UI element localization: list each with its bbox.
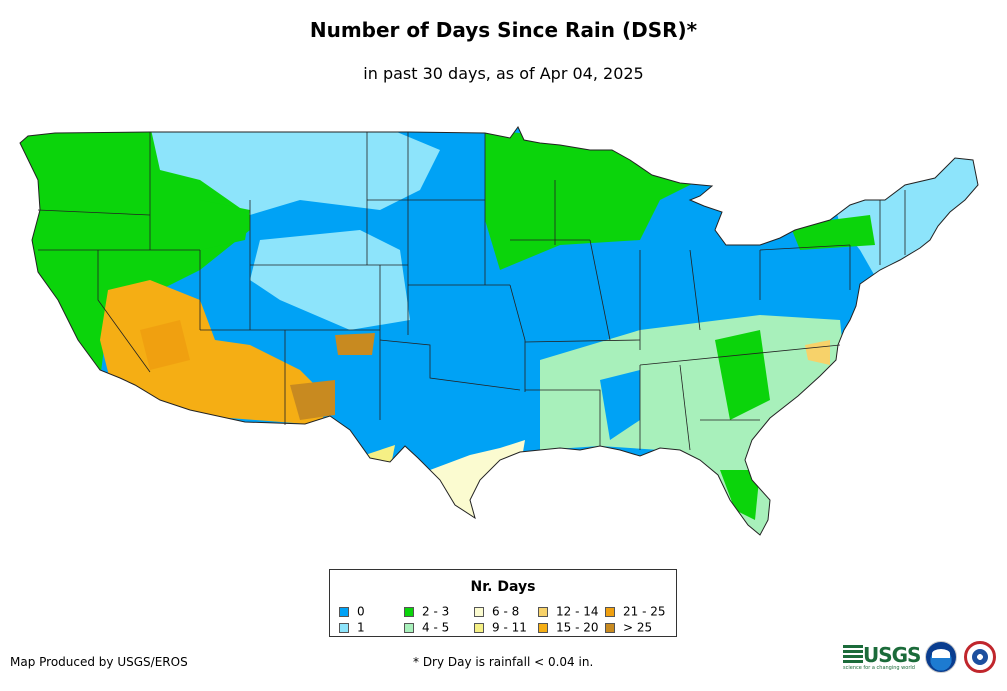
legend-swatch [404,606,414,617]
noaa-logo-icon [925,641,957,673]
legend-title: Nr. Days [470,579,536,595]
legend-item: 2 - 3 [404,605,449,618]
legend-item: 4 - 5 [404,621,449,634]
legend-swatch [339,622,349,633]
state-boundaries [37,132,906,451]
legend-item: 9 - 11 [474,621,527,634]
usgs-tagline: science for a changing world [843,665,915,671]
legend-label: 15 - 20 [556,620,599,635]
map-subtitle: in past 30 days, as of Apr 04, 2025 [363,64,644,83]
region-southwest [100,280,330,425]
legend-label: > 25 [623,620,653,635]
legend-swatch [538,622,548,633]
legend-label: 9 - 11 [492,620,527,635]
legend-item: 21 - 25 [605,605,666,618]
region-northern-rockies [150,127,440,215]
legend-swatch [474,606,484,617]
usgs-logo-text: USGS [863,643,921,667]
credit-text: Map Produced by USGS/EROS [10,655,188,669]
nws-logo-icon [964,641,996,673]
map-title: Number of Days Since Rain (DSR)* [309,18,698,42]
legend: Nr. Days 0 1 2 - 3 4 - 5 6 - 8 9 - 11 12… [329,569,677,637]
usgs-mark-icon [843,645,863,665]
legend-swatch [605,606,615,617]
map-fill [20,127,978,535]
legend-item: 1 [339,621,365,634]
legend-label: 12 - 14 [556,604,599,619]
legend-label: 21 - 25 [623,604,666,619]
legend-item: 0 [339,605,365,618]
legend-label: 2 - 3 [422,604,450,619]
legend-swatch [605,622,615,633]
legend-label: 4 - 5 [422,620,450,635]
usgs-logo: USGS science for a changing world [843,643,921,671]
legend-label: 1 [357,620,365,635]
legend-label: 0 [357,604,365,619]
legend-item: 12 - 14 [538,605,599,618]
legend-label: 6 - 8 [492,604,520,619]
legend-item: 15 - 20 [538,621,599,634]
legend-swatch [538,606,548,617]
legend-item: > 25 [605,621,652,634]
legend-item: 6 - 8 [474,605,519,618]
legend-swatch [474,622,484,633]
legend-swatch [404,622,414,633]
region-southeast [540,315,850,535]
legend-swatch [339,606,349,617]
footnote-text: * Dry Day is rainfall < 0.04 in. [413,655,594,669]
